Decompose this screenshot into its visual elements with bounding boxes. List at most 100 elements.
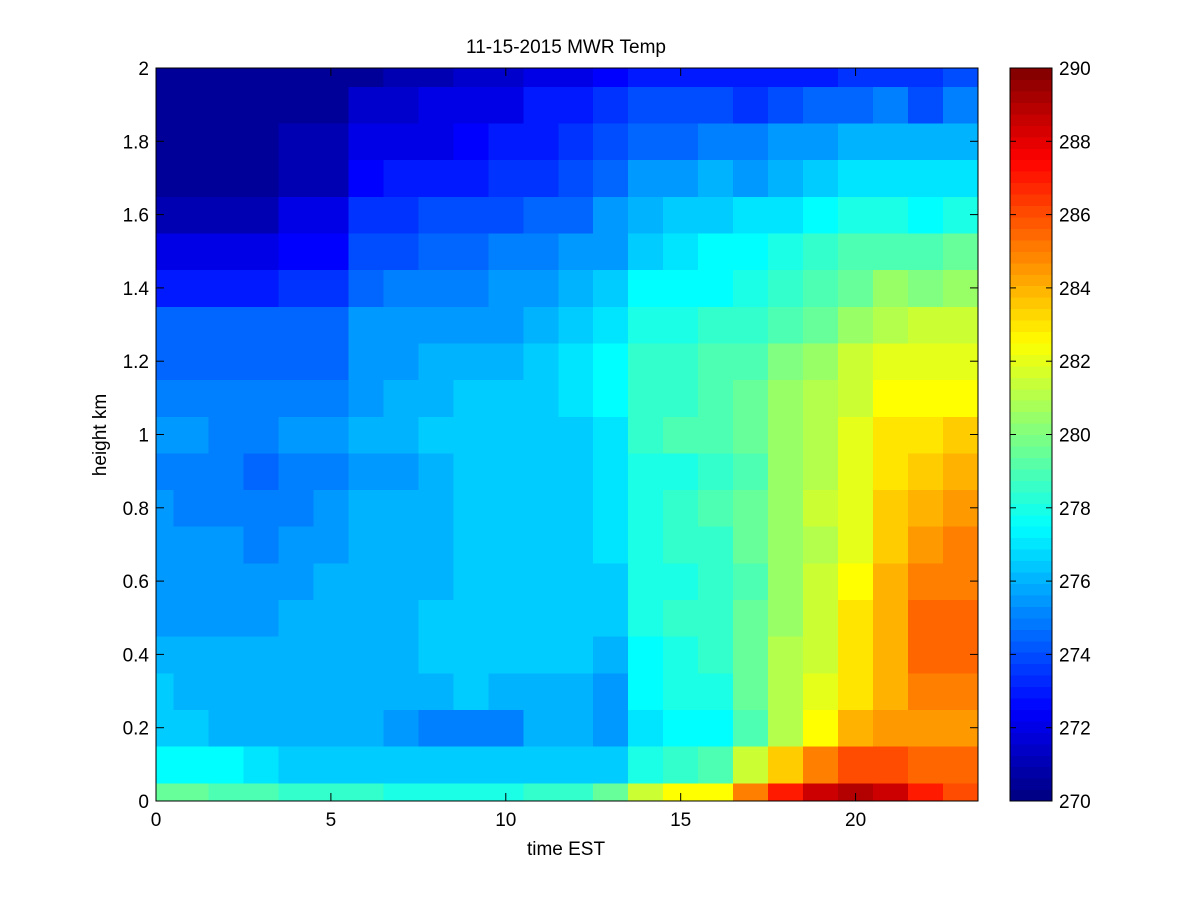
heatmap-cell [628,562,664,601]
heatmap-cell [628,269,664,307]
colorbar-band [1010,365,1052,378]
colorbar-tick-label: 270 [1059,792,1091,813]
heatmap-cell [908,342,944,381]
heatmap-cell [698,269,734,307]
heatmap-cell [278,306,315,344]
heatmap-cell [278,452,315,491]
heatmap-cell [768,269,804,307]
heatmap-cell [803,232,839,271]
colorbar-band [1010,709,1052,722]
heatmap-cell [348,269,384,307]
heatmap-cell [628,636,664,674]
heatmap-cell [278,269,315,307]
heatmap-cell [803,269,839,307]
colorbar-band [1010,274,1052,287]
heatmap-cell [663,782,699,802]
heatmap-cell [488,672,524,710]
heatmap-cell [593,562,629,601]
heatmap-cell [838,68,874,87]
heatmap-cell [803,709,839,747]
heatmap-cell [173,636,210,674]
heatmap-cell [208,159,245,197]
heatmap-cell [348,782,384,802]
heatmap-cell [768,526,804,564]
heatmap-cell [523,306,559,344]
heatmap-cell [208,526,245,564]
colorbar-tick-label: 272 [1059,719,1091,740]
heatmap-cell [768,416,804,454]
heatmap-cell [803,599,839,637]
heatmap-cell [873,489,909,527]
heatmap-cell [593,416,629,454]
colorbar-tick-label: 290 [1059,59,1091,80]
heatmap-cell [873,746,909,784]
heatmap-cell [838,489,874,527]
heatmap-cell [908,636,944,674]
heatmap-cell [313,709,349,747]
heatmap-cell [418,672,454,710]
heatmap-cell [453,86,489,124]
colorbar-band [1010,228,1052,241]
heatmap-cell [698,68,734,87]
heatmap-cell [383,269,419,307]
heatmap-cell [418,562,454,601]
colorbar-band [1010,560,1052,573]
heatmap-cell [173,746,210,784]
heatmap-cell [208,636,245,674]
heatmap-cell [243,599,280,637]
heatmap-cell [873,122,909,161]
heatmap-cell [208,672,245,710]
heatmap-cell [733,636,769,674]
heatmap-cell [733,672,769,710]
heatmap-cell [593,306,629,344]
heatmap-cell [383,379,419,417]
heatmap-cell [768,709,804,747]
heatmap-cell [803,306,839,344]
heatmap-cell [278,489,315,527]
heatmap-cell [873,342,909,381]
heatmap-cell [803,489,839,527]
heatmap-cell [383,232,419,271]
heatmap-cell [523,782,559,802]
colorbar-band [1010,617,1052,630]
heatmap-cell [803,636,839,674]
heatmap-cell [173,562,210,601]
colorbar-band [1010,182,1052,195]
heatmap-cell [243,452,280,491]
y-tick-label: 0 [138,792,149,813]
heatmap-cell [873,306,909,344]
heatmap-cell [278,86,315,124]
colorbar-band [1010,789,1052,802]
heatmap-cell [488,709,524,747]
heatmap-cell [873,599,909,637]
heatmap-cell [156,159,175,197]
heatmap-cell [348,306,384,344]
heatmap-cell [208,379,245,417]
heatmap-cell [156,636,175,674]
heatmap-cell [348,416,384,454]
heatmap-cell [488,782,524,802]
heatmap-cell [313,196,349,234]
heatmap-cell [593,489,629,527]
colorbar-tick-label: 288 [1059,132,1091,153]
heatmap-cell [278,196,315,234]
heatmap-cell [383,636,419,674]
heatmap-cell [838,269,874,307]
heatmap-cell [523,232,559,271]
heatmap-cell [173,599,210,637]
heatmap-cell [663,196,699,234]
heatmap-cell [873,159,909,197]
heatmap-cell [768,379,804,417]
heatmap-cell [418,746,454,784]
colorbar-band [1010,697,1052,710]
colorbar-band [1010,755,1052,768]
heatmap-cell [838,416,874,454]
heatmap-cell [173,86,210,124]
heatmap-cell [523,122,559,161]
colorbar-band [1010,640,1052,653]
heatmap-cell [733,232,769,271]
heatmap-cell [768,342,804,381]
heatmap-cell [453,599,489,637]
heatmap-cell [243,709,280,747]
heatmap-cell [156,122,175,161]
